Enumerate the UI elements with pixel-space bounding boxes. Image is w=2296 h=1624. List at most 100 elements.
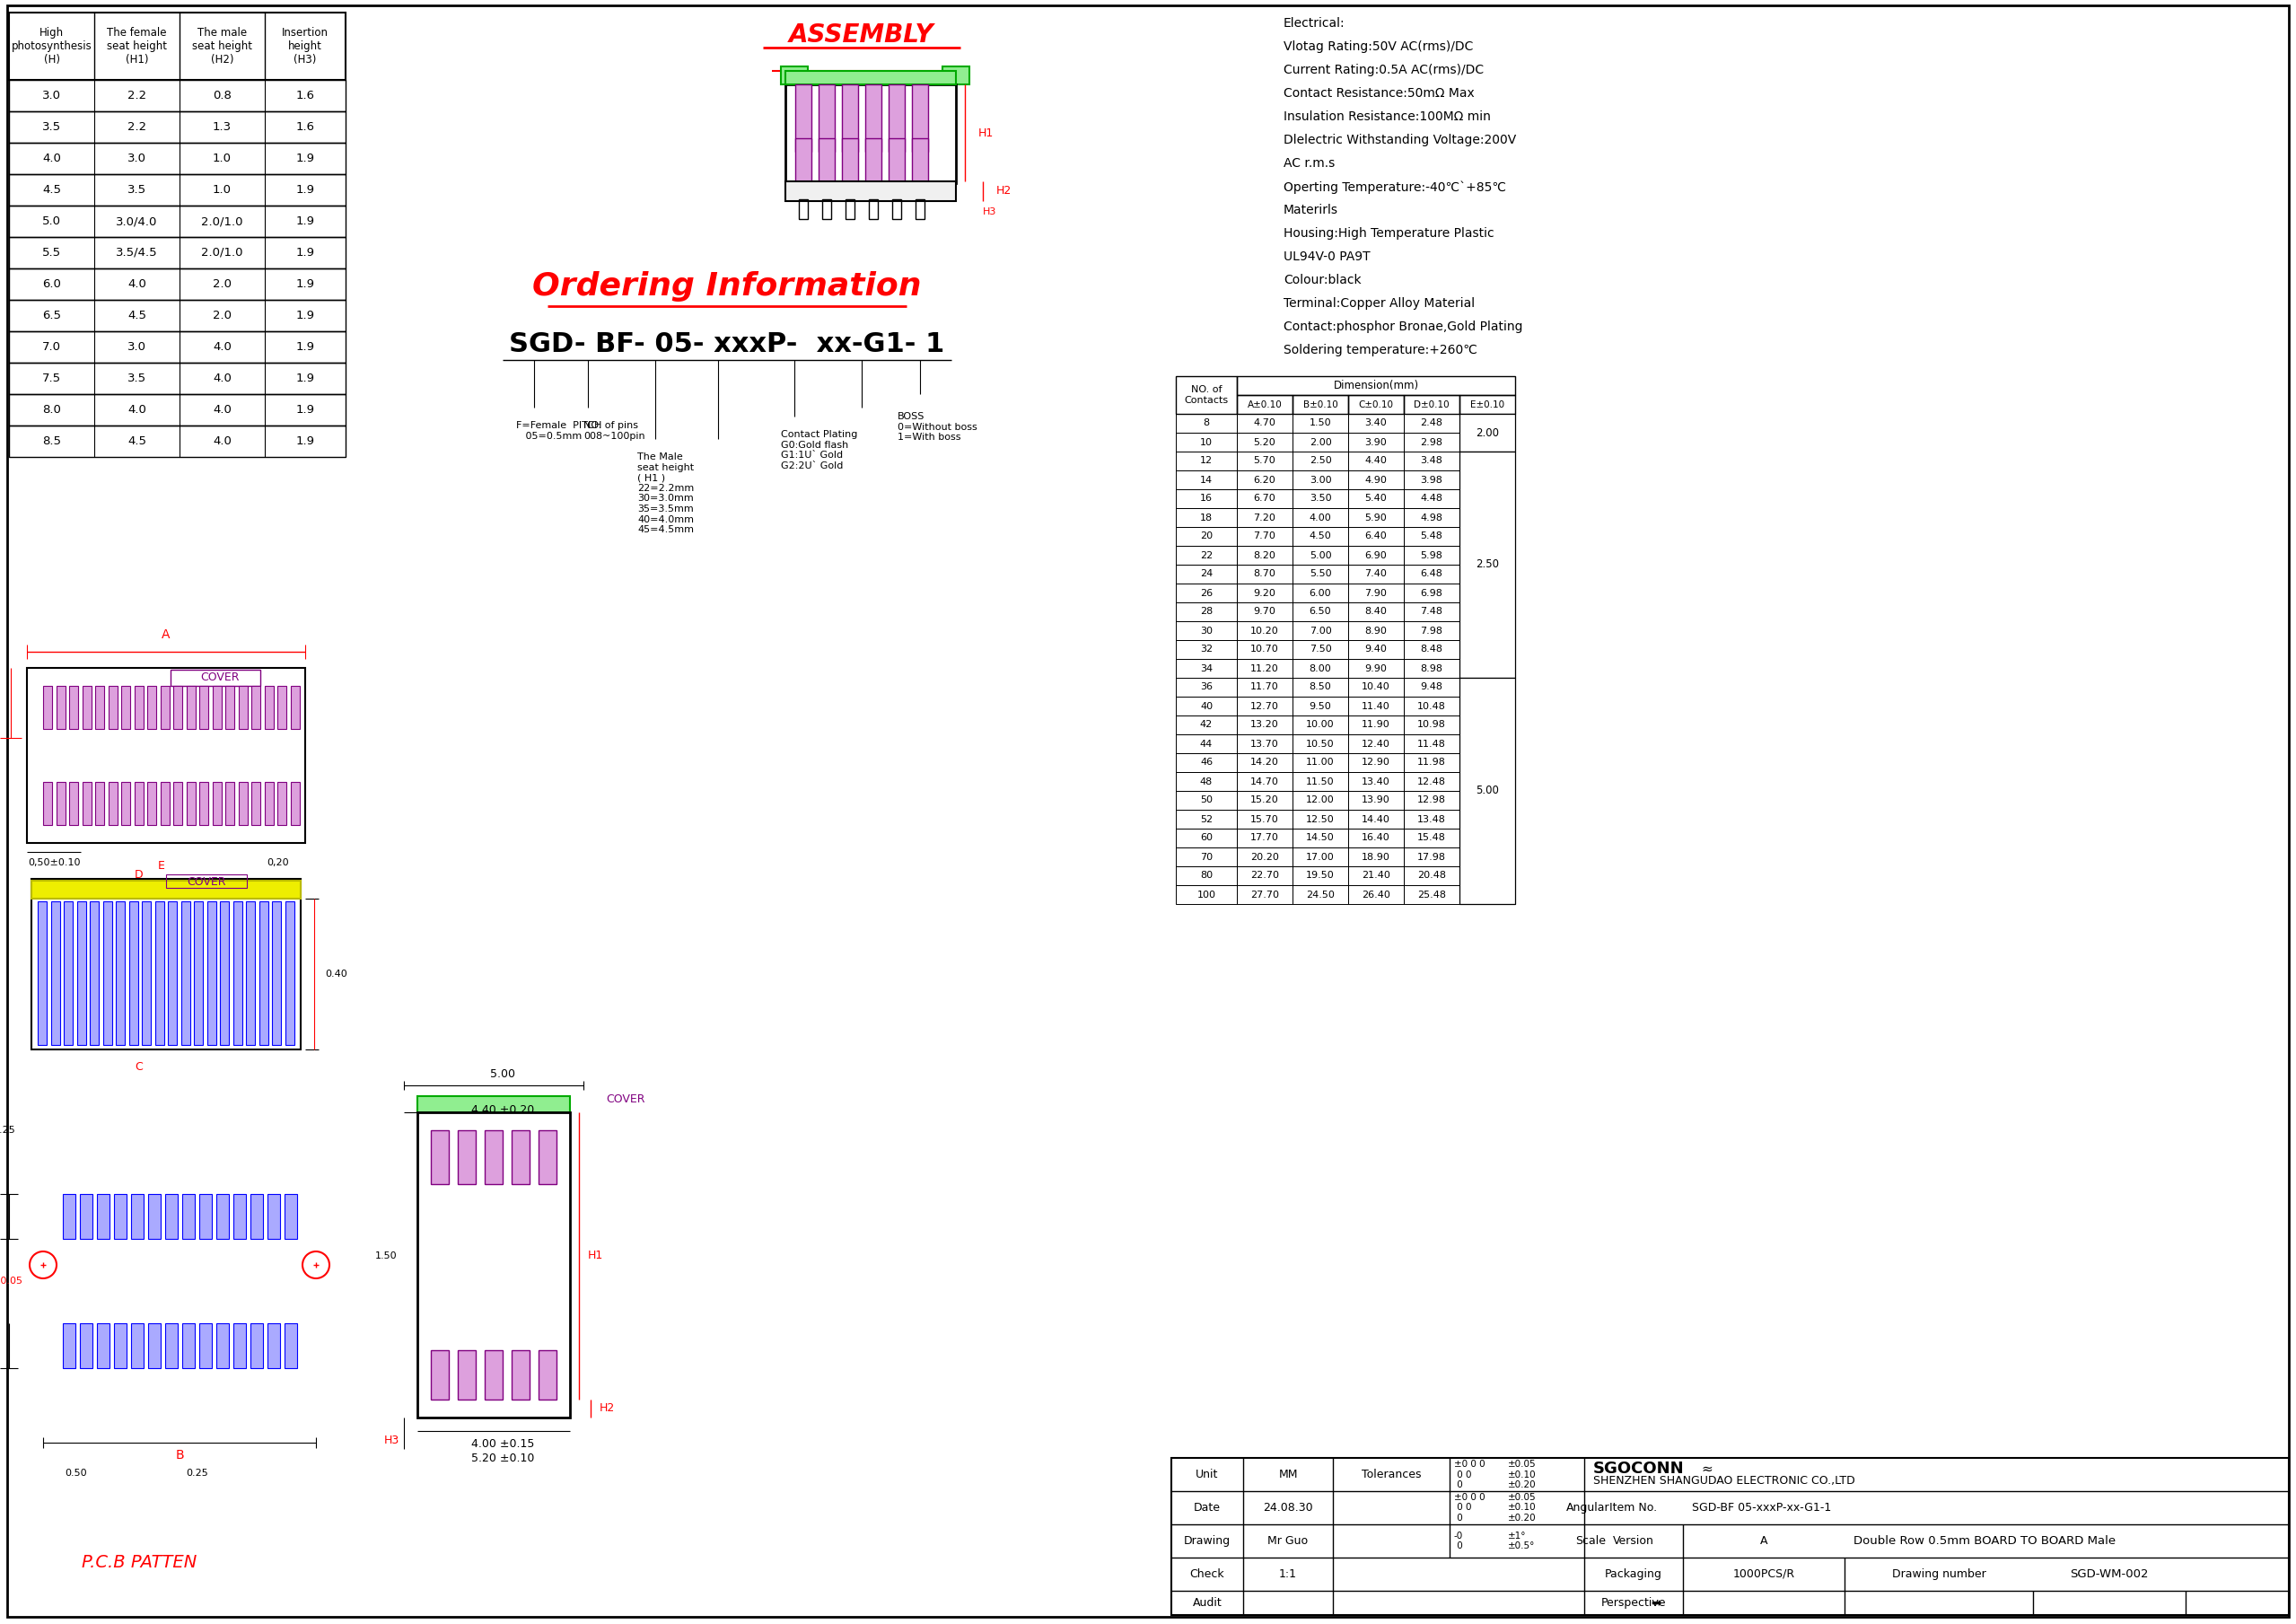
Bar: [1176, 866, 1238, 885]
Bar: [1403, 659, 1460, 677]
Bar: [83, 685, 92, 729]
Text: 2.0/1.0: 2.0/1.0: [202, 247, 243, 258]
Text: 22.70: 22.70: [1251, 870, 1279, 880]
Bar: [866, 84, 882, 151]
Bar: [9, 174, 347, 206]
Text: Drawing: Drawing: [1185, 1535, 1231, 1546]
Text: 18: 18: [1201, 513, 1212, 521]
Bar: [200, 1194, 211, 1239]
Text: 5.00: 5.00: [1476, 784, 1499, 797]
Text: 13.48: 13.48: [1417, 815, 1446, 823]
Text: 3.5/4.5: 3.5/4.5: [117, 247, 158, 258]
Text: 6.00: 6.00: [1309, 588, 1332, 598]
Bar: [1348, 810, 1403, 828]
Text: H2: H2: [996, 185, 1013, 197]
Bar: [1293, 414, 1348, 432]
Bar: [1176, 432, 1238, 451]
Text: 14: 14: [1201, 476, 1212, 484]
Bar: [9, 331, 347, 362]
Bar: [1348, 395, 1403, 414]
Text: 10.40: 10.40: [1362, 682, 1391, 692]
Bar: [1238, 848, 1293, 866]
Text: 5.5: 5.5: [41, 247, 62, 258]
Text: B±0.10: B±0.10: [1302, 400, 1339, 409]
Bar: [1176, 848, 1238, 866]
Bar: [200, 685, 209, 729]
Text: 36: 36: [1201, 682, 1212, 692]
Text: 1:1: 1:1: [1279, 1569, 1297, 1580]
Bar: [512, 1130, 530, 1184]
Bar: [9, 112, 347, 143]
Text: 9.20: 9.20: [1254, 588, 1277, 598]
Text: 3.48: 3.48: [1421, 456, 1442, 466]
Bar: [1460, 414, 1515, 451]
Bar: [1403, 828, 1460, 848]
Bar: [540, 1350, 556, 1400]
Bar: [131, 1194, 142, 1239]
Bar: [186, 685, 195, 729]
Text: 5.40: 5.40: [1364, 494, 1387, 503]
Bar: [181, 1324, 195, 1369]
Text: Mr Guo: Mr Guo: [1267, 1535, 1309, 1546]
Bar: [1176, 734, 1238, 754]
Text: Ordering Information: Ordering Information: [533, 271, 921, 302]
Bar: [1238, 565, 1293, 583]
Bar: [1238, 526, 1293, 546]
Text: SGOCONN: SGOCONN: [1593, 1460, 1685, 1476]
Bar: [1238, 828, 1293, 848]
Text: 7.40: 7.40: [1364, 570, 1387, 578]
Text: 12.50: 12.50: [1306, 815, 1334, 823]
Bar: [225, 781, 234, 825]
Bar: [90, 901, 99, 1044]
Bar: [1460, 565, 1515, 583]
Text: 3.5: 3.5: [126, 184, 147, 197]
Text: 6.20: 6.20: [1254, 476, 1277, 484]
Bar: [1293, 565, 1348, 583]
Bar: [1403, 697, 1460, 716]
Text: 5.48: 5.48: [1421, 533, 1442, 541]
Bar: [285, 1324, 296, 1369]
Text: 5.20 ±0.10: 5.20 ±0.10: [471, 1452, 535, 1463]
Text: 6.0: 6.0: [41, 278, 62, 291]
Text: 12.40: 12.40: [1362, 739, 1391, 749]
Text: 80: 80: [1201, 870, 1212, 880]
Text: 27.70: 27.70: [1251, 890, 1279, 900]
Text: Packaging: Packaging: [1605, 1569, 1662, 1580]
Text: 11.98: 11.98: [1417, 758, 1446, 767]
Bar: [1460, 640, 1515, 659]
Text: 5.70: 5.70: [1254, 456, 1277, 466]
Bar: [1348, 489, 1403, 508]
Text: 4.0: 4.0: [214, 341, 232, 352]
Bar: [484, 1130, 503, 1184]
Text: 5.0: 5.0: [41, 216, 62, 227]
Bar: [1293, 771, 1348, 791]
Text: 7.5: 7.5: [41, 372, 62, 385]
Text: 1.50: 1.50: [374, 1252, 397, 1260]
Text: Drawing number: Drawing number: [1892, 1569, 1986, 1580]
Bar: [1348, 697, 1403, 716]
Bar: [1348, 791, 1403, 810]
Text: 1.9: 1.9: [296, 184, 315, 197]
Bar: [1293, 546, 1348, 565]
Text: High
photosynthesis
(H): High photosynthesis (H): [11, 28, 92, 65]
Bar: [1176, 677, 1238, 697]
Text: 26.40: 26.40: [1362, 890, 1391, 900]
Bar: [1293, 659, 1348, 677]
Text: 40: 40: [1201, 702, 1212, 711]
Text: 4.98: 4.98: [1421, 513, 1442, 521]
Bar: [239, 685, 248, 729]
Text: 8.90: 8.90: [1364, 627, 1387, 635]
Bar: [432, 1350, 448, 1400]
Bar: [1238, 716, 1293, 734]
Text: 52: 52: [1201, 815, 1212, 823]
Bar: [9, 206, 347, 237]
Text: 1.9: 1.9: [296, 153, 315, 164]
Text: COVER: COVER: [200, 672, 239, 684]
Bar: [1238, 866, 1293, 885]
Text: 4.5: 4.5: [41, 184, 62, 197]
Bar: [232, 1194, 246, 1239]
Text: 1.9: 1.9: [296, 372, 315, 385]
Bar: [216, 1194, 227, 1239]
Text: Double Row 0.5mm BOARD TO BOARD Male: Double Row 0.5mm BOARD TO BOARD Male: [1853, 1535, 2115, 1546]
Bar: [1348, 866, 1403, 885]
